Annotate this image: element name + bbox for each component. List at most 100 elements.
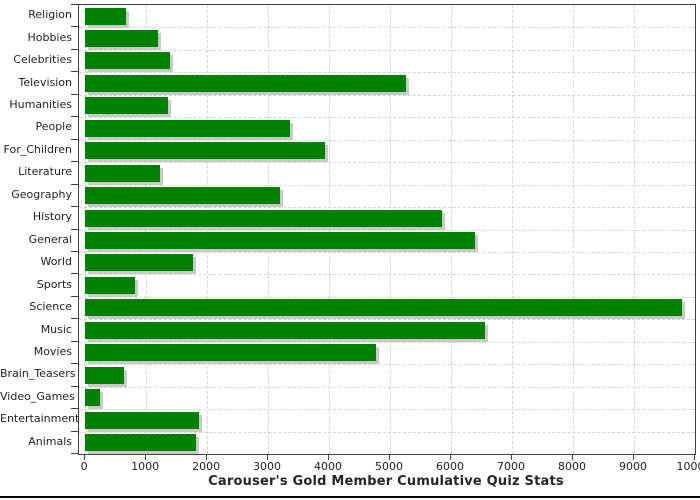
x-axis-tick [389,454,391,460]
x-axis-label: 4000 [314,460,343,473]
y-axis-tick [71,26,79,28]
x-axis-tick [206,454,208,460]
horizontal-gridline [79,251,695,253]
x-axis-tick [694,454,695,460]
category-label: For_Children [3,142,72,156]
horizontal-gridline [79,184,695,186]
bar-celebrities [85,52,171,70]
plot-area [78,4,696,455]
chart-title: Carouser's Gold Member Cumulative Quiz S… [208,474,564,489]
bar-world [85,254,194,272]
category-label: Brain_Teasers [0,367,76,381]
bar-people [85,119,291,137]
horizontal-gridline [79,274,695,276]
x-axis-label: 8000 [558,460,587,473]
y-axis-tick [71,228,79,230]
category-label: Sports [36,277,72,291]
horizontal-gridline [79,431,695,433]
x-axis-label: 10000 [676,460,700,473]
category-label: History [32,210,72,224]
x-axis-label: 5000 [375,460,404,473]
category-label: Entertainment [0,412,80,426]
horizontal-gridline [79,296,695,298]
category-label: Celebrities [13,53,72,67]
horizontal-gridline [79,229,695,231]
horizontal-gridline [79,139,695,141]
horizontal-gridline [79,341,695,343]
x-axis-label: 0 [80,460,88,473]
x-axis-tick [328,454,330,460]
horizontal-gridline [79,162,695,164]
bottom-border-bar [0,496,700,498]
category-label: Video_Games [0,389,75,403]
category-label: Geography [11,187,72,201]
x-axis-label: 9000 [619,460,647,473]
y-axis-tick [71,71,79,73]
y-axis-tick [71,48,79,50]
horizontal-gridline [79,94,695,96]
category-label: Animals [28,434,72,448]
bar-entertainment [85,411,200,429]
x-axis-tick [511,454,513,460]
category-label: Hobbies [27,30,72,44]
horizontal-gridline [79,386,695,388]
bar-sports [85,276,136,294]
y-axis-tick [71,250,79,252]
x-axis-tick [84,454,86,460]
bar-general [85,232,476,249]
horizontal-gridline [79,27,695,29]
y-axis-tick [71,116,79,118]
y-axis-tick [71,93,79,95]
bar-science [85,299,683,317]
horizontal-gridline [79,409,695,411]
y-axis-tick [71,273,79,275]
bar-geography [85,187,281,205]
bar-literature [85,164,161,182]
horizontal-gridline [79,49,695,51]
x-axis-tick [572,454,574,460]
x-axis-tick [267,454,269,460]
y-axis-tick [71,340,79,342]
x-axis-label: 2000 [192,460,221,473]
x-axis-tick [145,454,147,460]
bar-brain_teasers [85,366,124,384]
y-axis-tick [71,206,79,208]
horizontal-gridline [79,364,695,366]
category-label: Music [40,322,72,336]
bar-animals [85,434,197,452]
y-axis-tick [71,295,79,297]
category-label: Movies [33,344,72,358]
x-axis-label: 1000 [131,460,160,473]
x-axis-label: 7000 [497,460,526,473]
bar-video_games [85,389,101,407]
y-axis-tick [71,453,79,454]
category-label: World [40,255,72,269]
bar-humanities [85,97,169,115]
y-axis-tick [71,385,79,387]
horizontal-gridline [79,117,695,119]
y-axis-tick [71,318,79,320]
x-axis-label: 6000 [436,460,465,473]
x-axis-tick [450,454,452,460]
bar-movies [85,344,377,362]
horizontal-gridline [79,207,695,209]
horizontal-gridline [79,319,695,321]
y-axis-tick [71,363,79,365]
y-axis-tick [71,138,79,140]
category-label: Television [18,75,73,89]
bar-history [85,209,443,227]
y-axis-tick [71,408,79,410]
bar-television [85,74,406,92]
category-label: Literature [18,165,72,179]
bar-religion [85,7,126,25]
horizontal-gridline [79,72,695,74]
bar-hobbies [85,29,159,47]
bar-music [85,321,485,339]
y-axis-tick [71,430,79,432]
bar-for_children [85,142,325,160]
category-label: Humanities [9,98,72,112]
category-label: General [28,232,72,246]
category-label: Science [29,300,72,314]
y-axis-tick [71,161,79,163]
